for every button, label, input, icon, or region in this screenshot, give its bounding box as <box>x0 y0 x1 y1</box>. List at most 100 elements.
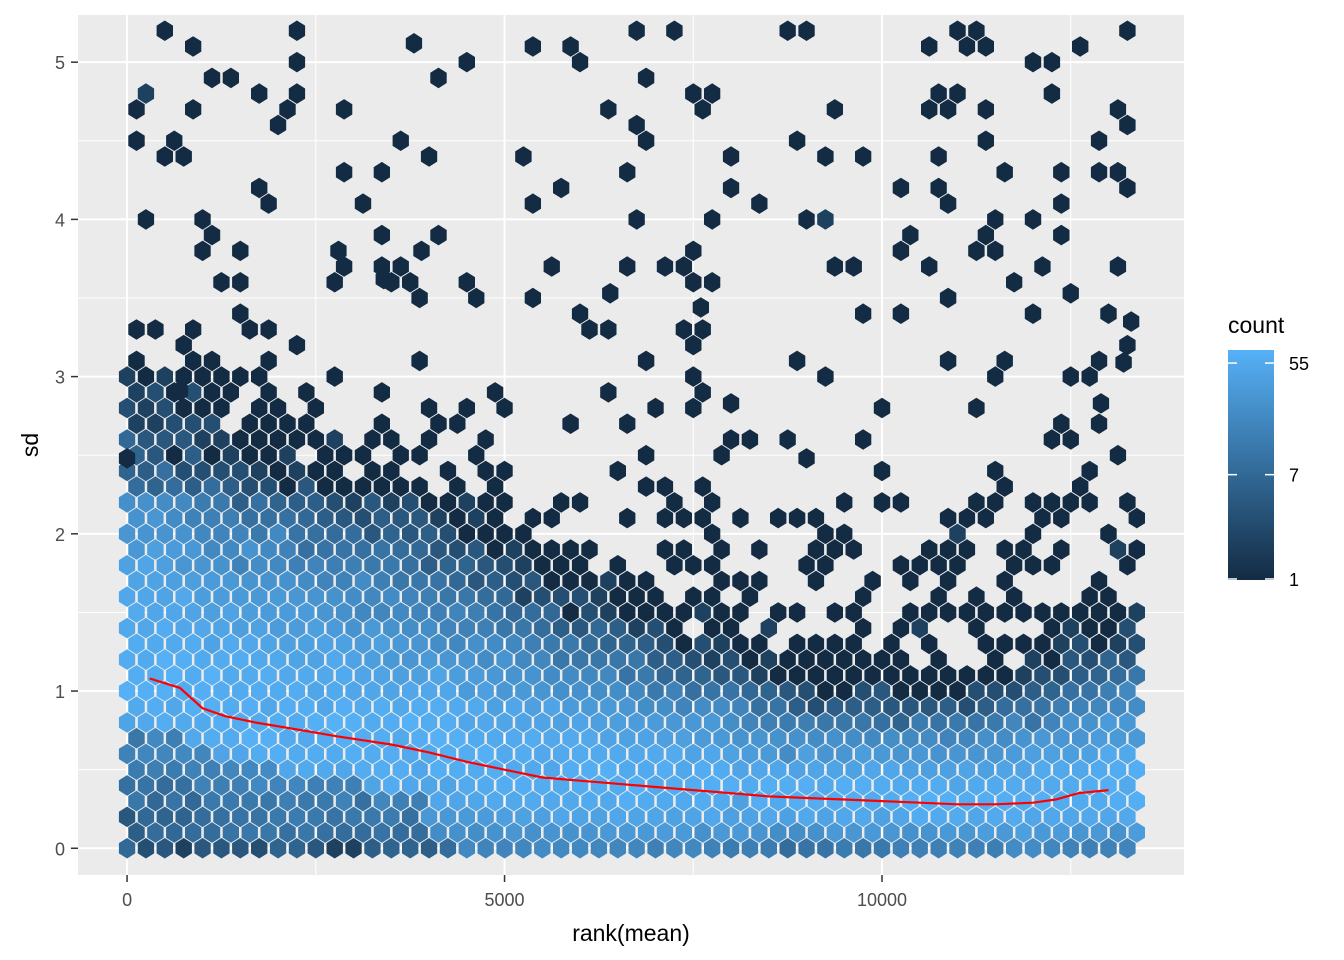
hex-bin <box>430 507 447 529</box>
hex-bin <box>1081 712 1098 733</box>
hex-bin <box>1090 161 1108 183</box>
hex-bin <box>1119 680 1136 702</box>
hex-bin <box>317 790 334 812</box>
hex-bin <box>326 806 343 828</box>
hex-bin <box>732 822 749 843</box>
hex-bin <box>486 539 504 560</box>
hex-bin <box>232 617 249 639</box>
hex-bin <box>496 617 513 639</box>
hex-bin <box>656 822 674 843</box>
hex-bin <box>751 696 768 717</box>
hex-bin <box>968 492 985 513</box>
hex-bin <box>269 775 287 796</box>
hex-bin <box>562 822 579 843</box>
hex-bin <box>1109 727 1127 749</box>
hex-bin <box>1053 539 1070 560</box>
legend-title: count <box>1228 312 1285 338</box>
hex-bin <box>553 555 570 576</box>
hex-bin <box>675 319 692 340</box>
hex-bin <box>194 397 211 419</box>
hex-bin <box>524 193 541 214</box>
hex-bin <box>722 712 740 733</box>
hex-bin <box>137 209 155 230</box>
hex-bin <box>486 633 504 655</box>
hex-bin <box>185 319 202 340</box>
hex-bin <box>817 366 834 387</box>
hex-bin <box>553 680 570 702</box>
hex-bin <box>232 680 249 702</box>
hex-bin <box>486 507 504 529</box>
hex-bin <box>317 633 334 655</box>
hex-bin <box>496 492 513 513</box>
hex-bin <box>1081 617 1098 639</box>
hex-bin <box>628 712 645 733</box>
hex-bin <box>194 240 211 262</box>
hex-bin <box>317 444 334 466</box>
hex-bin <box>279 602 296 623</box>
hex-bin <box>251 743 268 765</box>
hex-bin <box>1043 649 1061 670</box>
hex-bin <box>751 193 768 214</box>
hex-bin <box>458 51 475 73</box>
hex-bin <box>798 806 815 828</box>
legend-break-label: 55 <box>1289 354 1309 374</box>
hex-bin <box>213 460 230 482</box>
hex-bin <box>354 727 372 749</box>
hex-bin <box>1119 743 1136 765</box>
hex-bin <box>921 99 938 120</box>
hex-bin <box>1034 759 1051 780</box>
hex-bin <box>232 240 249 262</box>
hex-bin <box>1062 617 1079 639</box>
legend-break-label: 1 <box>1289 570 1299 590</box>
hex-bin <box>788 759 806 780</box>
hex-bin <box>977 790 994 812</box>
hex-bin <box>921 539 938 560</box>
hex-bin <box>307 397 324 419</box>
hex-bin <box>449 759 466 780</box>
hex-bin <box>477 838 494 859</box>
hex-bin <box>675 727 692 749</box>
hex-bin <box>335 444 353 466</box>
hex-bin <box>203 67 221 89</box>
hex-bin <box>203 507 221 529</box>
hex-bin <box>911 617 928 639</box>
hex-bin <box>1123 311 1140 332</box>
hex-bin <box>1100 838 1117 859</box>
hex-bin <box>392 476 409 497</box>
hex-bin <box>600 665 617 686</box>
hex-bin <box>590 838 608 859</box>
hex-bin <box>694 633 711 655</box>
hex-bin <box>987 209 1004 230</box>
hex-bin <box>279 539 296 560</box>
hex-bin <box>939 507 957 529</box>
hex-bin <box>732 507 749 529</box>
hex-bin <box>175 649 192 670</box>
hex-bin <box>496 838 513 859</box>
hex-bin <box>326 617 343 639</box>
hex-bin <box>468 696 485 717</box>
hex-bin <box>722 429 740 450</box>
hex-bin <box>836 806 853 828</box>
hex-bin <box>996 161 1013 183</box>
hex-bin <box>911 712 928 733</box>
hex-bin <box>571 743 589 765</box>
hex-bin <box>609 680 626 702</box>
hex-bin <box>279 476 296 497</box>
hex-bin <box>241 790 258 812</box>
hex-bin <box>581 319 598 340</box>
hex-bin <box>921 822 938 843</box>
hex-bin <box>1015 696 1032 717</box>
hex-bin <box>619 633 636 655</box>
hex-bin <box>987 649 1004 670</box>
hex-bin <box>128 790 145 812</box>
hex-bin <box>222 665 239 686</box>
hex-bin <box>402 680 419 702</box>
hex-bin <box>675 696 692 717</box>
hex-bin <box>156 775 173 796</box>
hex-bin <box>175 586 192 607</box>
hex-bin <box>732 727 749 749</box>
hex-bin <box>477 429 494 450</box>
hex-bin <box>137 586 155 607</box>
hex-bin <box>392 507 409 529</box>
hex-bin <box>402 555 419 576</box>
